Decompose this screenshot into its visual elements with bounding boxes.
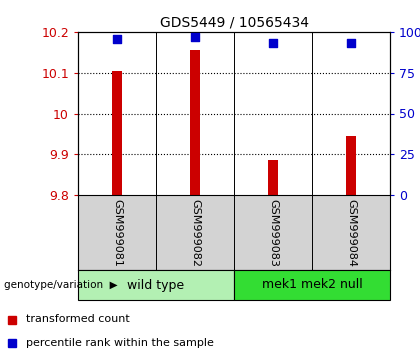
Text: mek1 mek2 null: mek1 mek2 null [262, 279, 362, 291]
Point [114, 36, 121, 41]
Bar [190, 50, 200, 195]
Point [270, 41, 276, 46]
Bar [78, 270, 234, 300]
Title: GDS5449 / 10565434: GDS5449 / 10565434 [160, 16, 309, 29]
Bar [346, 136, 356, 195]
Text: GSM999081: GSM999081 [112, 199, 122, 267]
Text: wild type: wild type [127, 279, 184, 291]
Text: GSM999084: GSM999084 [346, 199, 356, 267]
Text: GSM999082: GSM999082 [190, 199, 200, 267]
Text: GSM999083: GSM999083 [268, 199, 278, 267]
Text: genotype/variation  ▶: genotype/variation ▶ [4, 280, 118, 290]
Bar [268, 160, 278, 195]
Point [348, 41, 354, 46]
Bar [112, 71, 122, 195]
Text: transformed count: transformed count [26, 314, 129, 325]
Point [192, 34, 198, 40]
Bar [234, 270, 390, 300]
Text: percentile rank within the sample: percentile rank within the sample [26, 337, 214, 348]
